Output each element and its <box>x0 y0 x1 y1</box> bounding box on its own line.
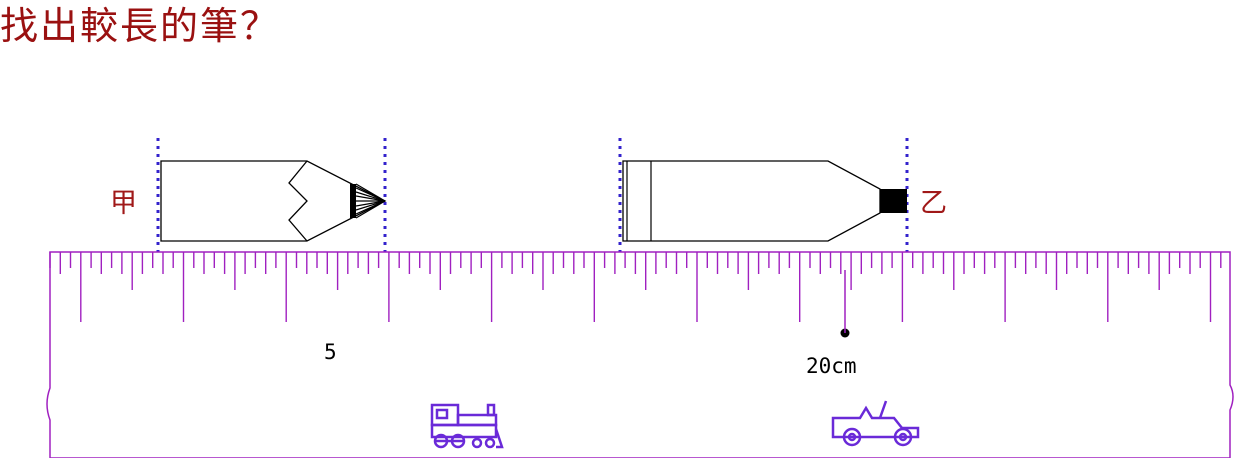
jeep-icon <box>831 400 920 447</box>
ruler: 5 20cm <box>46 251 1234 458</box>
ruler-outline <box>46 251 1234 458</box>
pencil-a[interactable]: 甲 <box>110 160 387 242</box>
pencil-b-body <box>622 160 881 242</box>
ruler-ticks <box>49 252 1222 322</box>
ruler-label-5: 5 <box>324 340 337 364</box>
pencil-a-body <box>160 160 387 242</box>
ruler-label-20cm: 20cm <box>806 354 857 378</box>
question-title: 找出較長的筆？ <box>0 4 281 48</box>
pencil-a-sharpened-edge <box>288 160 308 242</box>
pencil-b-label: 乙 <box>920 188 947 219</box>
pencil-b-lead <box>880 189 907 213</box>
pencil-a-label: 甲 <box>110 188 137 219</box>
train-icon <box>430 403 504 449</box>
pencil-a-lead <box>350 183 386 219</box>
pencil-b[interactable]: 乙 <box>622 160 947 242</box>
